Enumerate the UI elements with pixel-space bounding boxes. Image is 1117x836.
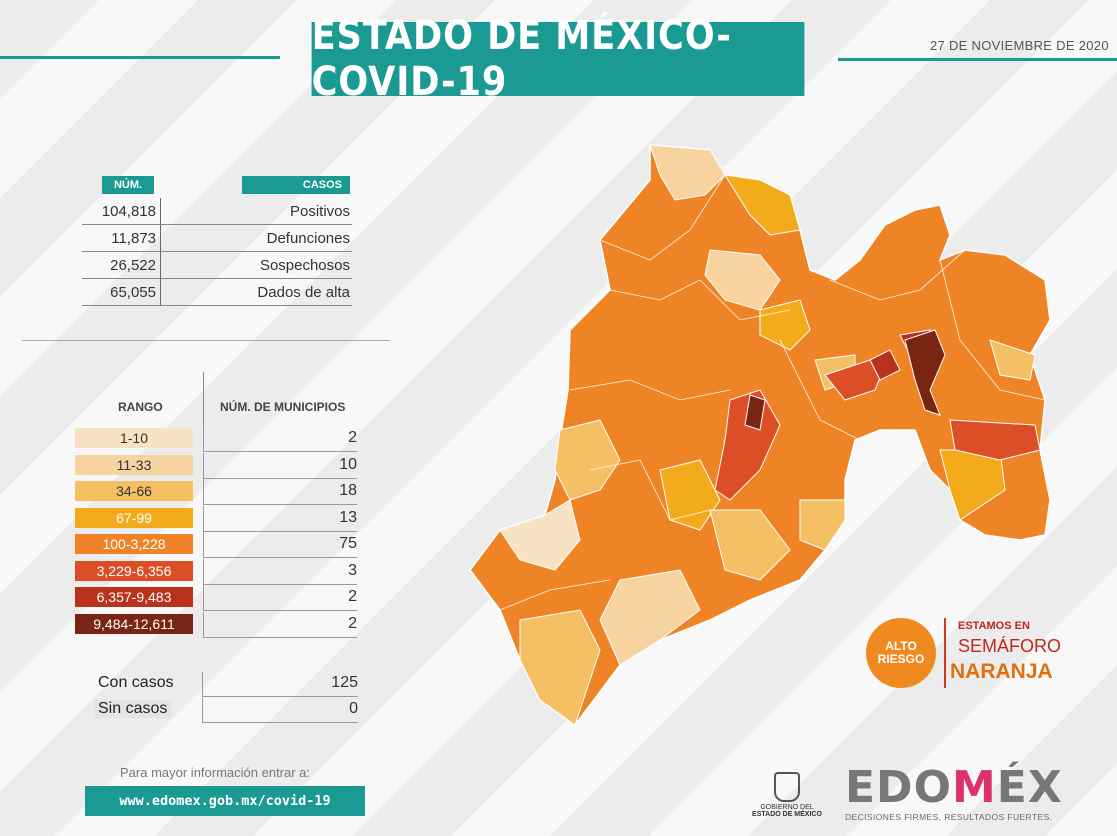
semaforo-badge: ALTO RIESGO ESTAMOS EN SEMÁFORO NARANJA [866, 616, 1061, 688]
range-count: 2 [348, 588, 357, 605]
cases-value: 104,818 [101, 203, 156, 220]
range-swatch: 11-33 [75, 454, 193, 475]
range-col-municipios: NÚM. DE MUNICIPIOS [220, 400, 346, 414]
gov-line1: GOBIERNO DEL [760, 804, 814, 811]
covid-url-link[interactable]: www.edomex.gob.mx/covid-19 [85, 786, 365, 816]
alert-level-badge: ALTO RIESGO [866, 618, 936, 688]
range-header-divider [203, 372, 204, 430]
cases-col-cases: CASOS [242, 176, 350, 194]
range-swatch: 34-66 [75, 481, 193, 501]
cases-label: Defunciones [266, 230, 350, 247]
semaforo-line2: SEMÁFORO [958, 636, 1062, 656]
range-row: 6,357-9,483 2 [75, 585, 357, 611]
without-cases-value: 0 [349, 700, 358, 717]
range-row: 34-66 18 [75, 479, 357, 505]
with-cases-label: Con casos [98, 674, 174, 691]
without-cases-label: Sin casos [94, 700, 172, 718]
range-row: 67-99 13 [75, 505, 357, 532]
slogan: DECISIONES FIRMES, RESULTADOS FUERTES. [845, 812, 1053, 822]
cases-row: 11,873 Defunciones [82, 225, 352, 252]
range-count: 18 [339, 482, 357, 499]
report-date: 27 DE NOVIEMBRE DE 2020 [930, 38, 1109, 53]
gov-line2: ESTADO DE MÉXICO [752, 811, 822, 818]
range-swatch: 1-10 [75, 428, 193, 448]
page-title: ESTADO DE MÉXICO-COVID-19 [311, 13, 805, 105]
range-col-range: RANGO [118, 400, 163, 414]
semaforo-divider [944, 618, 946, 688]
header-rule-right [838, 58, 1117, 61]
range-swatch: 100-3,228 [75, 534, 193, 554]
badge-line2: RIESGO [877, 652, 925, 666]
cases-label: Positivos [289, 203, 350, 220]
range-swatch: 9,484-12,611 [75, 613, 193, 634]
cases-row: 104,818 Positivos [82, 198, 352, 225]
cases-table: NÚM. CASOS 104,818 Positivos 11,873 Defu… [82, 176, 352, 306]
badge-line1: ALTO [885, 639, 917, 653]
range-count: 2 [348, 429, 357, 446]
cases-row: 65,055 Dados de alta [82, 279, 352, 306]
with-cases-row: Con casos 125 [94, 672, 358, 697]
cases-label: Dados de alta [257, 284, 350, 301]
range-count: 3 [348, 561, 357, 579]
range-count: 75 [339, 535, 357, 552]
section-divider [22, 340, 390, 341]
semaforo-line3: NARANJA [950, 660, 1053, 683]
range-row: 3,229-6,356 3 [75, 558, 357, 585]
cases-value: 11,873 [111, 230, 156, 247]
range-row: 100-3,228 75 [75, 532, 357, 558]
cases-label: Sospechosos [259, 257, 350, 274]
without-cases-row: Sin casos 0 [94, 698, 358, 723]
more-info-text: Para mayor información entrar a: [120, 765, 311, 780]
range-count: 2 [348, 614, 357, 632]
semaforo-line1: ESTAMOS EN [958, 620, 1030, 632]
range-row: 11-33 10 [75, 452, 357, 479]
cases-row: 26,522 Sospechosos [82, 252, 352, 279]
range-row: 9,484-12,611 2 [75, 611, 357, 638]
range-row: 1-10 2 [75, 426, 357, 452]
edomex-logo: EDOMÉX DECISIONES FIRMES, RESULTADOS FUE… [845, 766, 1085, 823]
header-rule-left [0, 56, 280, 59]
cases-value: 65,055 [110, 284, 156, 301]
range-count: 13 [339, 508, 357, 526]
seal-icon [774, 772, 800, 802]
cases-col-num: NÚM. [102, 176, 154, 194]
brand-m: M [951, 762, 997, 813]
range-swatch: 67-99 [75, 507, 193, 528]
range-count: 10 [339, 455, 357, 473]
gobierno-logo: GOBIERNO DEL ESTADO DE MÉXICO [742, 772, 832, 818]
range-swatch: 3,229-6,356 [75, 560, 193, 581]
range-swatch: 6,357-9,483 [75, 587, 193, 607]
municipality-map [469, 144, 1051, 727]
with-cases-value: 125 [331, 674, 358, 691]
brand-left: EDO [845, 762, 952, 813]
brand-right: ÉX [996, 762, 1063, 813]
cases-value: 26,522 [110, 257, 156, 274]
